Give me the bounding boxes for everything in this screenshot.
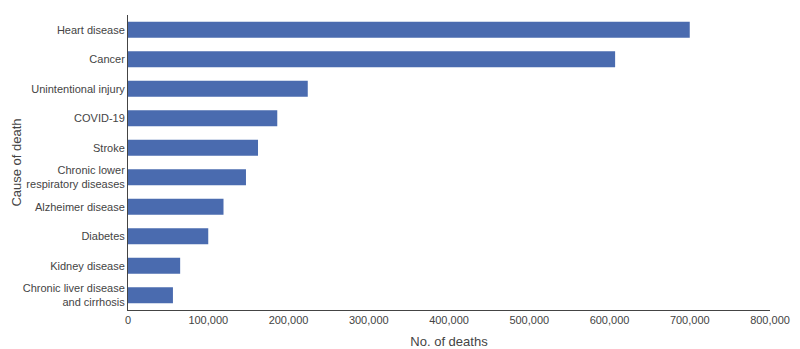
svg-text:Chronic lowerrespiratory disea: Chronic lowerrespiratory diseases	[26, 164, 125, 190]
svg-text:Cancer: Cancer	[89, 53, 125, 65]
svg-text:200,000: 200,000	[269, 314, 309, 326]
svg-text:300,000: 300,000	[349, 314, 389, 326]
svg-text:Heart disease: Heart disease	[57, 24, 125, 36]
svg-text:No. of deaths: No. of deaths	[410, 334, 488, 349]
svg-text:800,000: 800,000	[750, 314, 790, 326]
svg-text:COVID-19: COVID-19	[74, 112, 125, 124]
svg-text:100,000: 100,000	[188, 314, 228, 326]
svg-text:Stroke: Stroke	[93, 142, 125, 154]
svg-text:Chronic liver diseaseand cirrh: Chronic liver diseaseand cirrhosis	[23, 282, 126, 308]
svg-text:Alzheimer disease: Alzheimer disease	[35, 201, 125, 213]
svg-text:Cause of death: Cause of death	[9, 118, 24, 206]
svg-text:0: 0	[125, 314, 131, 326]
svg-text:Diabetes: Diabetes	[81, 230, 125, 242]
svg-text:Unintentional injury: Unintentional injury	[31, 83, 125, 95]
svg-text:Kidney disease: Kidney disease	[50, 260, 125, 272]
svg-text:400,000: 400,000	[429, 314, 469, 326]
svg-text:500,000: 500,000	[509, 314, 549, 326]
svg-text:600,000: 600,000	[590, 314, 630, 326]
svg-text:700,000: 700,000	[670, 314, 710, 326]
